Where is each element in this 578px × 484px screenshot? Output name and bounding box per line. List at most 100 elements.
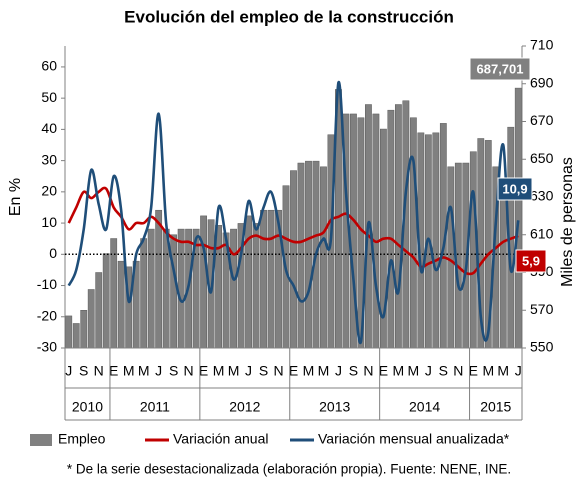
bar	[267, 209, 275, 349]
x-tick-label: S	[79, 363, 88, 379]
x-tick-label: N	[363, 363, 373, 379]
y-tick-label: 50	[41, 89, 57, 105]
year-label: 2011	[140, 399, 170, 415]
x-tick-label: S	[169, 363, 178, 379]
x-tick-label: M	[482, 363, 494, 379]
value-label: 687,701	[477, 61, 524, 76]
line	[67, 81, 520, 345]
value-label: 5,9	[522, 253, 540, 268]
bar	[499, 185, 507, 349]
bar	[469, 151, 477, 349]
bar	[447, 166, 455, 349]
x-tick-label: M	[213, 363, 225, 379]
bar	[514, 87, 522, 349]
year-label: 2012	[229, 399, 260, 415]
bar	[72, 323, 80, 349]
y2-tick-label: 610	[530, 225, 554, 241]
bar	[297, 162, 305, 349]
value-label: 10,9	[502, 181, 527, 196]
x-tick-label: N	[94, 363, 104, 379]
value-label-box	[469, 57, 531, 81]
y-tick-label: -30	[37, 339, 57, 355]
y-tick-label: 20	[41, 183, 57, 199]
x-tick-label: S	[439, 363, 448, 379]
x-tick-label: M	[393, 363, 405, 379]
year-label: 2014	[409, 399, 440, 415]
chart-title: Evolución del empleo de la construcción	[124, 7, 454, 26]
bar	[320, 166, 327, 349]
value-label-box	[515, 249, 547, 273]
year-label: 2010	[72, 399, 103, 415]
x-tick-label: J	[425, 363, 432, 379]
y-axis-label: En %	[7, 178, 24, 216]
bar	[387, 109, 395, 349]
bar	[432, 132, 440, 349]
x-tick-label: M	[228, 363, 240, 379]
legend-label: Empleo	[58, 431, 106, 447]
year-label: 2013	[319, 399, 350, 415]
y2-tick-label: 690	[530, 74, 554, 90]
bar	[260, 209, 267, 349]
x-tick-label: J	[245, 363, 252, 379]
bar	[372, 113, 380, 349]
x-tick-label: J	[335, 363, 342, 379]
x-tick-label: E	[109, 363, 118, 379]
year-label: 2015	[480, 399, 511, 415]
legend-label: Variación anual	[173, 431, 268, 447]
x-tick-label: E	[469, 363, 478, 379]
bar	[65, 315, 73, 349]
bar	[230, 228, 237, 349]
bar	[200, 215, 207, 349]
x-tick-label: S	[349, 363, 358, 379]
bar	[147, 228, 155, 349]
x-tick-label: N	[273, 363, 283, 379]
y2-tick-label: 710	[530, 37, 554, 53]
x-tick-label: M	[138, 363, 150, 379]
bar	[95, 272, 103, 349]
bar	[170, 234, 178, 349]
y-tick-label: 30	[41, 151, 57, 167]
bar	[409, 117, 417, 349]
x-tick-label: E	[289, 363, 298, 379]
legend-label: Variación mensual anualizada*	[318, 431, 510, 447]
y2-tick-label: 670	[530, 112, 554, 128]
x-tick-label: J	[515, 363, 522, 379]
x-tick-label: S	[259, 363, 268, 379]
y2-tick-label: 570	[530, 301, 554, 317]
y-tick-label: 10	[41, 214, 57, 230]
bar	[394, 104, 402, 349]
x-tick-label: M	[123, 363, 135, 379]
y-tick-label: -10	[37, 276, 57, 292]
y2-tick-label: 650	[530, 150, 554, 166]
x-tick-label: N	[453, 363, 463, 379]
y-tick-label: 40	[41, 120, 57, 136]
value-label-box	[497, 177, 533, 201]
bar	[290, 170, 297, 349]
x-tick-label: E	[379, 363, 388, 379]
y2-axis-label: Miles de personas	[559, 157, 576, 287]
bar	[155, 209, 163, 349]
y2-tick-label: 550	[530, 339, 554, 355]
x-tick-label: M	[408, 363, 420, 379]
y-tick-label: -20	[37, 307, 57, 323]
y2-tick-label: 630	[530, 188, 554, 204]
bar	[117, 260, 125, 349]
bar	[177, 228, 185, 349]
footnote: * De la serie desestacionalizada (elabor…	[67, 462, 511, 477]
line	[67, 186, 519, 276]
y-tick-label: 60	[41, 58, 57, 74]
x-tick-label: M	[497, 363, 509, 379]
x-tick-label: N	[184, 363, 194, 379]
x-tick-label: M	[303, 363, 315, 379]
x-tick-label: E	[199, 363, 208, 379]
legend-swatch	[30, 434, 52, 446]
bar	[252, 223, 260, 349]
x-tick-label: J	[65, 363, 72, 379]
bar	[102, 253, 110, 349]
y-tick-label: 0	[49, 245, 57, 261]
x-tick-label: J	[155, 363, 162, 379]
bar	[87, 289, 95, 349]
bar	[80, 310, 88, 349]
x-tick-label: M	[318, 363, 330, 379]
